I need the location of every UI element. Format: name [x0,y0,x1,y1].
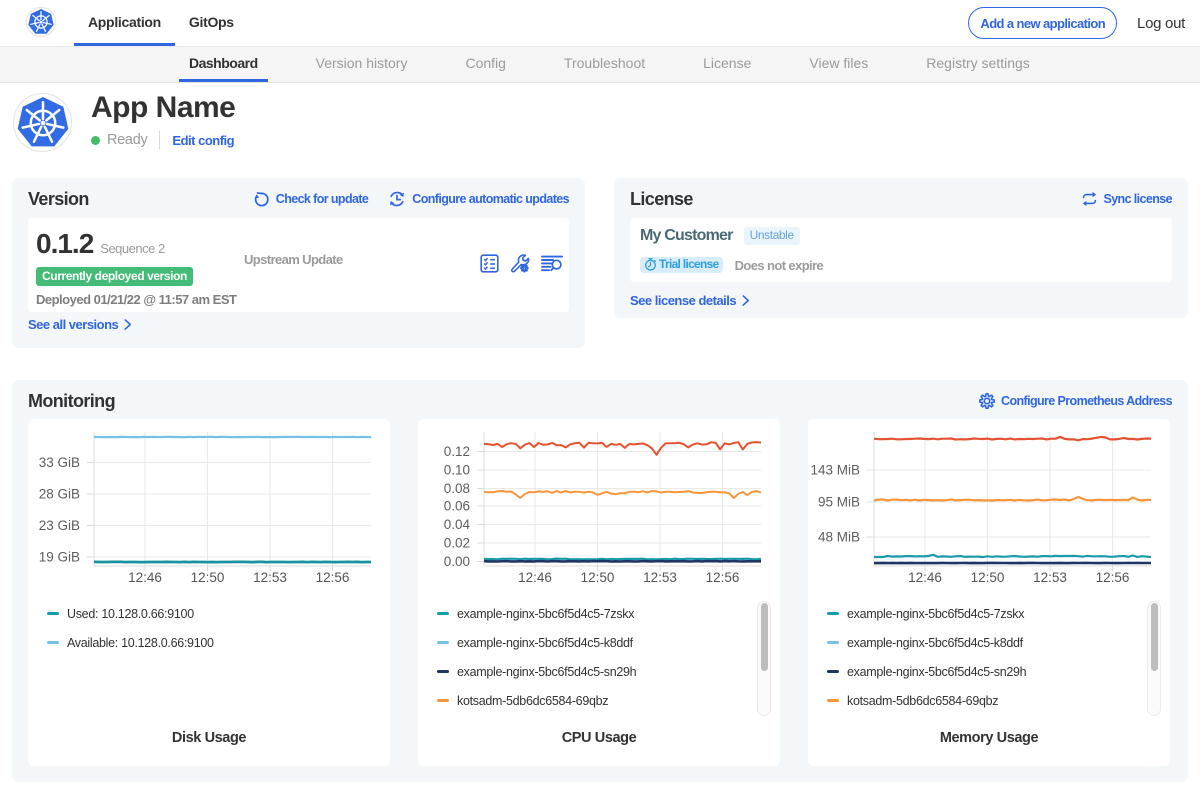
svg-text:12:53: 12:53 [1033,570,1067,585]
svg-text:12:50: 12:50 [191,570,225,585]
svg-text:12:46: 12:46 [128,570,162,585]
svg-text:95 MiB: 95 MiB [818,495,860,510]
svg-text:12:56: 12:56 [1096,570,1130,585]
svg-text:0.08: 0.08 [444,481,470,496]
svg-text:48 MiB: 48 MiB [818,530,860,545]
svg-text:23 GiB: 23 GiB [39,518,80,533]
svg-text:12:53: 12:53 [643,570,677,585]
svg-text:12:56: 12:56 [706,570,740,585]
svg-text:0.00: 0.00 [444,554,470,569]
svg-text:0.02: 0.02 [444,536,470,551]
svg-text:0.10: 0.10 [444,463,470,478]
svg-text:12:50: 12:50 [581,570,615,585]
svg-text:33 GiB: 33 GiB [39,455,80,470]
svg-text:0.06: 0.06 [444,499,470,514]
svg-text:12:50: 12:50 [971,570,1005,585]
svg-text:12:56: 12:56 [316,570,350,585]
svg-text:0.12: 0.12 [444,444,470,459]
svg-text:12:46: 12:46 [518,570,552,585]
svg-text:12:53: 12:53 [253,570,287,585]
svg-text:143 MiB: 143 MiB [810,463,860,478]
svg-text:19 GiB: 19 GiB [39,550,80,565]
svg-text:28 GiB: 28 GiB [39,487,80,502]
svg-text:12:46: 12:46 [908,570,942,585]
svg-text:0.04: 0.04 [444,517,471,532]
